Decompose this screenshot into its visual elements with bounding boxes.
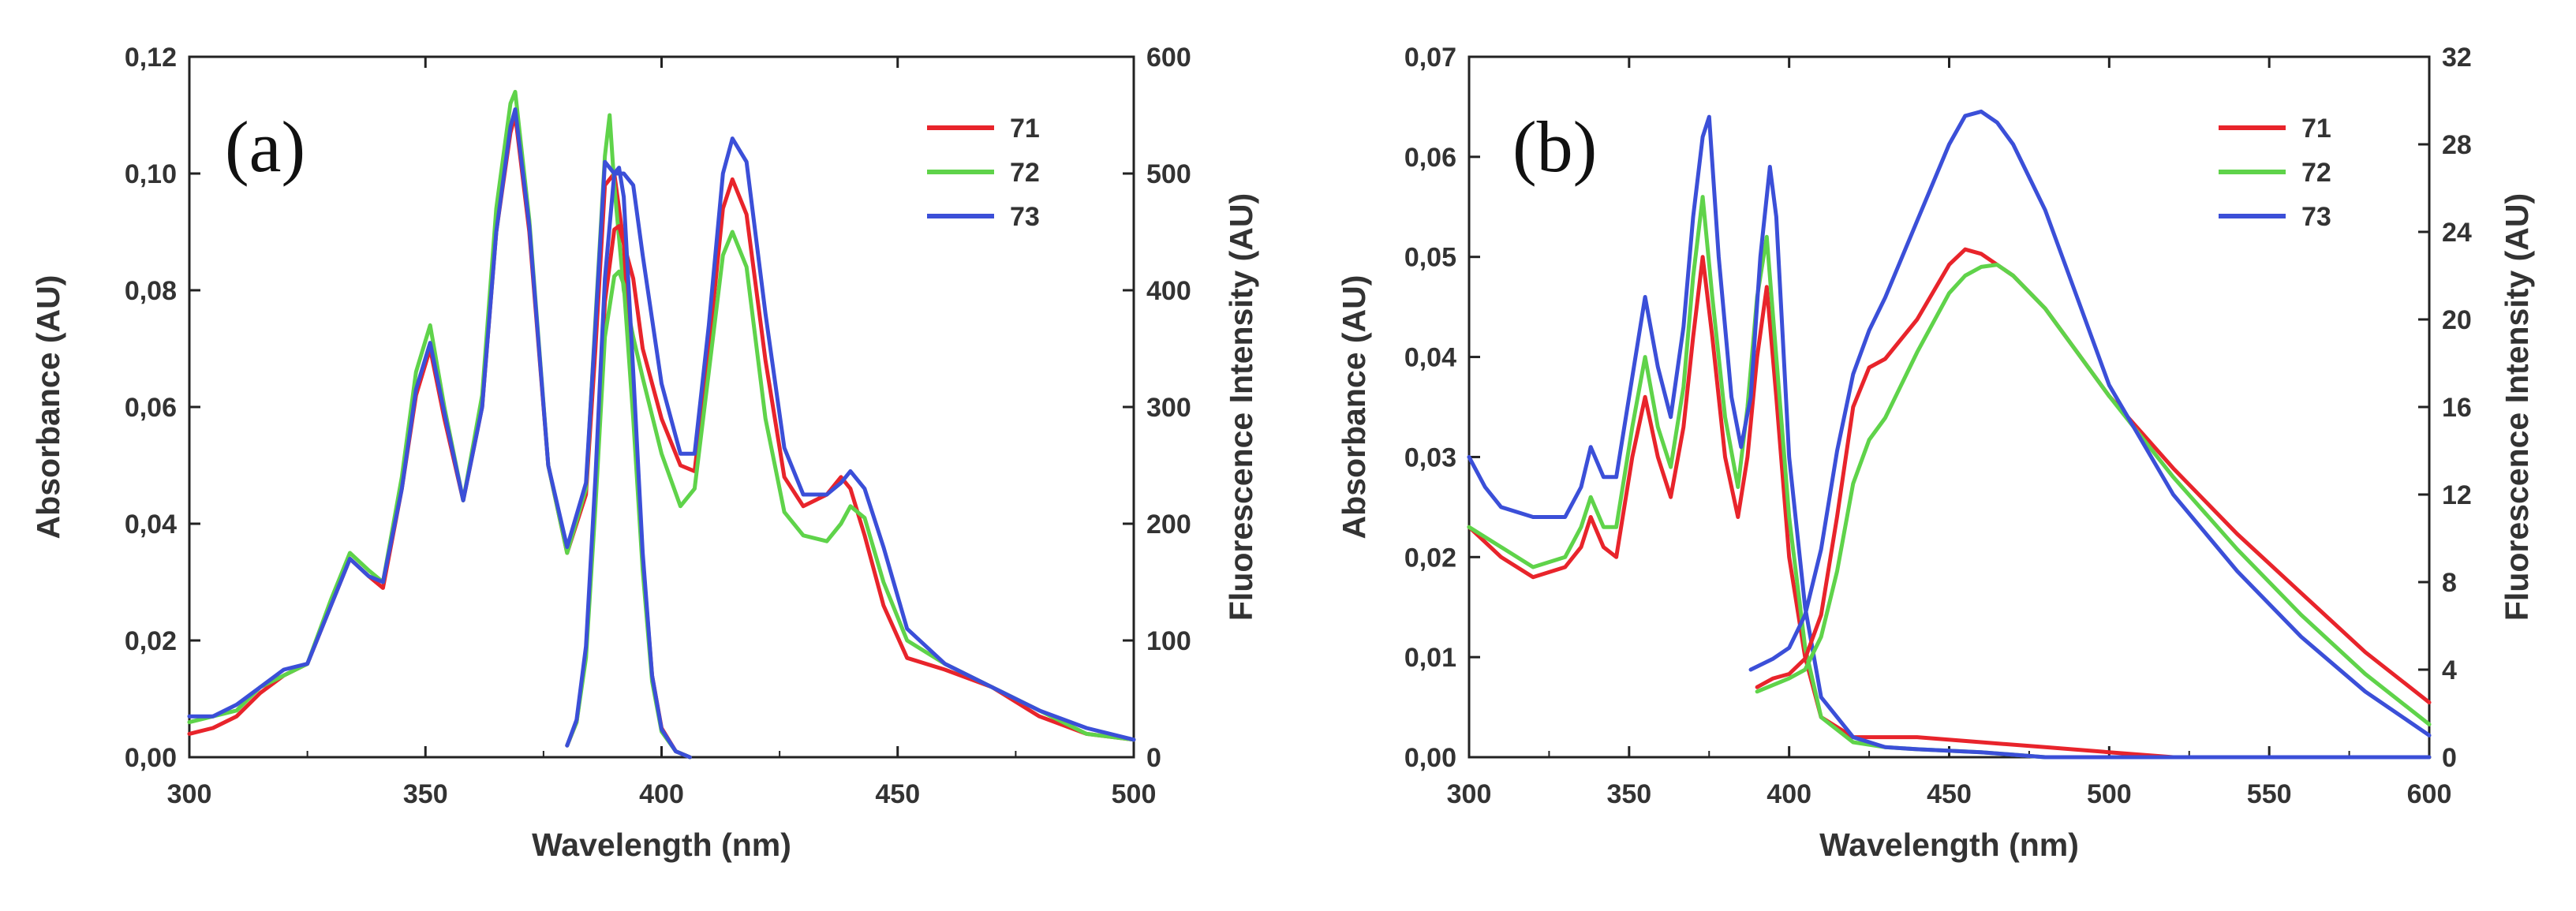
y-tick-label: 0,06 — [125, 393, 177, 423]
x-tick-label: 550 — [2247, 779, 2292, 809]
legend-label-72: 72 — [2301, 158, 2331, 188]
y-tick-label: 0,04 — [125, 510, 177, 540]
series-line-fluorescence-72 — [1755, 263, 2432, 726]
y2-tick-label: 400 — [1146, 276, 1191, 306]
x-tick-label: 350 — [403, 779, 448, 809]
y-tick-label: 0,02 — [1404, 543, 1456, 573]
x-tick-label: 300 — [1447, 779, 1492, 809]
legend-label-73: 73 — [1010, 202, 1040, 232]
x-tick-label: 500 — [1112, 779, 1157, 809]
y-tick-label: 0,05 — [1404, 243, 1456, 273]
legend-label-72: 72 — [1010, 158, 1040, 188]
y-tick-label: 0,03 — [1404, 442, 1456, 472]
y2-tick-label: 100 — [1146, 626, 1191, 656]
y2-tick-label: 0 — [2442, 743, 2457, 773]
x-tick-label: 500 — [2087, 779, 2132, 809]
series-line-fluorescence-73 — [1748, 109, 2432, 737]
y-tick-label: 0,08 — [125, 276, 177, 306]
series-line-absorbance-71 — [187, 113, 1136, 742]
series-line-fluorescence-73 — [565, 166, 692, 760]
y2-tick-label: 32 — [2442, 43, 2472, 73]
y2-tick-label: 16 — [2442, 393, 2472, 423]
y2-tick-label: 4 — [2442, 655, 2457, 685]
y2-tick-label: 0 — [1146, 743, 1161, 773]
y2-tick-label: 500 — [1146, 159, 1191, 189]
y-tick-label: 0,06 — [1404, 143, 1456, 173]
series-line-absorbance-73 — [187, 107, 1136, 742]
panel-a-chart: 300 350 400 450 500 0,00 0,02 0,04 0,06 0,08 0,10 0… — [30, 43, 1259, 863]
series-line-absorbance-71 — [1467, 255, 2432, 760]
x-tick-label: 600 — [2407, 779, 2452, 809]
y-tick-label: 0,12 — [125, 43, 177, 73]
series-line-absorbance-72 — [187, 89, 1136, 742]
y2-tick-label: 12 — [2442, 480, 2472, 510]
series-line-fluorescence-72 — [565, 269, 692, 760]
x-tick-label: 300 — [167, 779, 212, 809]
y-tick-label: 0,10 — [125, 159, 177, 189]
x-axis-title: Wavelength (nm) — [1819, 827, 2079, 863]
panel-label: (b) — [1512, 106, 1597, 187]
x-axis-title: Wavelength (nm) — [532, 827, 791, 863]
legend-label-73: 73 — [2301, 202, 2331, 232]
y-tick-label: 0,01 — [1404, 643, 1456, 673]
plot-frame — [1467, 55, 2431, 759]
panel-label: (a) — [225, 106, 305, 187]
y2-tick-label: 20 — [2442, 305, 2472, 335]
y-tick-label: 0,04 — [1404, 343, 1456, 373]
x-tick-label: 400 — [639, 779, 684, 809]
y-tick-label: 0,07 — [1404, 43, 1456, 73]
y-tick-label: 0,00 — [125, 743, 177, 773]
y-tick-label: 0,00 — [1404, 743, 1456, 773]
y2-tick-label: 8 — [2442, 568, 2457, 598]
y-axis-title: Absorbance (AU) — [30, 275, 66, 540]
plot-frame — [188, 55, 1135, 759]
panel-b-chart: 300 350 400 450 500 550 600 0,00 0,01 0,02 0,03 0,0… — [1336, 43, 2535, 863]
y2-tick-label: 24 — [2442, 218, 2472, 248]
y2-tick-label: 28 — [2442, 130, 2472, 160]
x-tick-label: 450 — [1927, 779, 1972, 809]
y2-axis-title: Fluorescence Intensity (AU) — [1223, 193, 1259, 621]
series-line-absorbance-73 — [1467, 114, 2432, 760]
x-tick-label: 450 — [875, 779, 920, 809]
y-axis-title: Absorbance (AU) — [1336, 275, 1372, 540]
y2-tick-label: 300 — [1146, 393, 1191, 423]
x-tick-label: 400 — [1767, 779, 1811, 809]
legend-label-71: 71 — [1010, 114, 1040, 144]
y2-axis-title: Fluorescence Intensity (AU) — [2499, 193, 2535, 621]
legend-label-71: 71 — [2301, 114, 2331, 144]
x-tick-label: 350 — [1606, 779, 1651, 809]
y-tick-label: 0,02 — [125, 626, 177, 656]
y2-tick-label: 200 — [1146, 510, 1191, 540]
series-line-fluorescence-71 — [1755, 247, 2432, 705]
y2-tick-label: 600 — [1146, 43, 1191, 73]
